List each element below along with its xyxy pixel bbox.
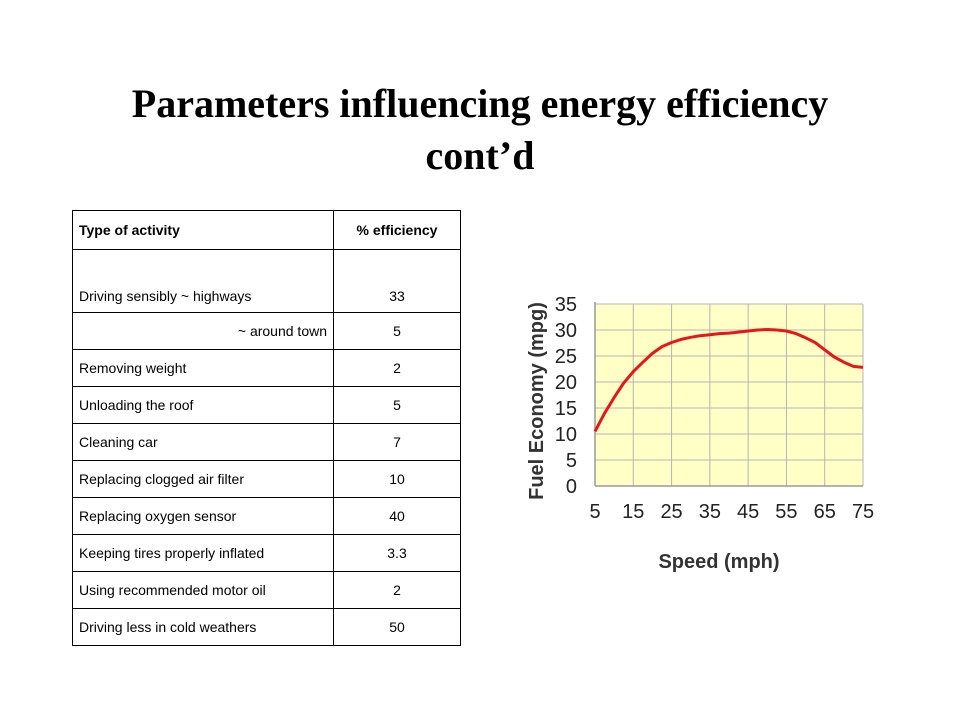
activity-cell: Unloading the roof <box>72 386 334 424</box>
y-axis-label: Fuel Economy (mpg) <box>526 302 548 500</box>
efficiency-cell: 3.3 <box>333 534 461 572</box>
table-row: ~ around town 5 <box>72 312 461 350</box>
table-row: Replacing clogged air filter 10 <box>72 460 461 498</box>
activity-cell: Cleaning car <box>72 423 334 461</box>
y-axis-ticks: 0 5 10 15 20 25 30 35 <box>555 294 577 498</box>
y-tick-label: 15 <box>555 398 577 420</box>
slide-title-line-2: cont’d <box>425 133 535 178</box>
slide-title-line-1: Parameters influencing energy efficiency <box>131 81 829 126</box>
y-tick-label: 10 <box>555 424 577 446</box>
efficiency-cell: 10 <box>333 460 461 498</box>
x-axis-ticks: 5 15 25 35 45 55 65 75 <box>589 501 874 523</box>
efficiency-cell: 2 <box>333 349 461 387</box>
x-tick-label: 45 <box>737 501 759 523</box>
efficiency-table: Type of activity % efficiency Driving se… <box>72 210 461 646</box>
efficiency-cell: 7 <box>333 423 461 461</box>
table-row: Keeping tires properly inflated 3.3 <box>72 534 461 572</box>
slide-title: Parameters influencing energy efficiency… <box>60 78 900 182</box>
table-row: Driving sensibly ~ highways 33 <box>72 249 461 313</box>
header-efficiency: % efficiency <box>333 210 461 250</box>
y-tick-label: 0 <box>566 476 577 498</box>
table-header-row: Type of activity % efficiency <box>72 210 461 250</box>
table-row: Replacing oxygen sensor 40 <box>72 497 461 535</box>
activity-cell: Driving sensibly ~ highways <box>72 249 334 313</box>
efficiency-cell: 5 <box>333 386 461 424</box>
plot-area <box>595 304 863 486</box>
efficiency-cell: 40 <box>333 497 461 535</box>
x-tick-label: 35 <box>699 501 721 523</box>
table-row: Unloading the roof 5 <box>72 386 461 424</box>
chart-axes <box>594 302 863 487</box>
activity-cell: Driving less in cold weathers <box>72 608 334 646</box>
fuel-economy-line <box>593 328 864 433</box>
activity-cell: Keeping tires properly inflated <box>72 534 334 572</box>
x-axis-label: Speed (mph) <box>658 551 779 573</box>
table-row: Driving less in cold weathers 50 <box>72 608 461 646</box>
x-tick-label: 55 <box>775 501 797 523</box>
activity-cell: Removing weight <box>72 349 334 387</box>
x-tick-label: 75 <box>852 501 874 523</box>
table-row: Removing weight 2 <box>72 349 461 387</box>
y-tick-label: 35 <box>555 294 577 316</box>
table-row: Cleaning car 7 <box>72 423 461 461</box>
y-tick-label: 20 <box>555 372 577 394</box>
activity-cell: Using recommended motor oil <box>72 571 334 609</box>
efficiency-cell: 2 <box>333 571 461 609</box>
efficiency-cell: 33 <box>333 249 461 313</box>
x-tick-label: 15 <box>622 501 644 523</box>
x-tick-label: 65 <box>814 501 836 523</box>
fuel-economy-chart: 0 5 10 15 20 25 30 35 5 15 25 35 45 55 65 75 Fuel Econ… <box>495 268 880 588</box>
y-tick-label: 5 <box>566 450 577 472</box>
header-type-of-activity: Type of activity <box>72 210 334 250</box>
y-tick-label: 30 <box>555 320 577 342</box>
activity-cell: ~ around town <box>72 312 334 350</box>
activity-cell: Replacing clogged air filter <box>72 460 334 498</box>
efficiency-cell: 5 <box>333 312 461 350</box>
efficiency-cell: 50 <box>333 608 461 646</box>
x-tick-label: 5 <box>589 501 600 523</box>
activity-cell: Replacing oxygen sensor <box>72 497 334 535</box>
table-row: Using recommended motor oil 2 <box>72 571 461 609</box>
x-tick-label: 25 <box>660 501 682 523</box>
y-tick-label: 25 <box>555 346 577 368</box>
